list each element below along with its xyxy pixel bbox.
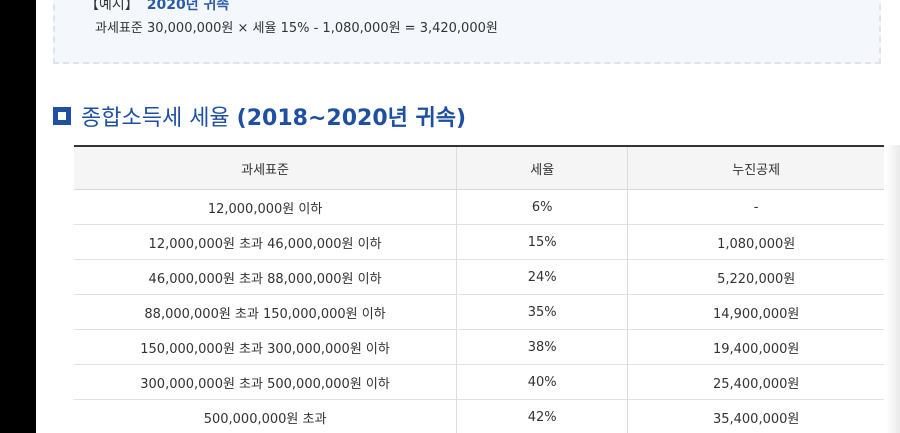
example-formula: 과세표준 30,000,000원 × 세율 15% - 1,080,000원 =… (95, 21, 498, 36)
cell-tax-base: 88,000,000원 초과 150,000,000원 이하 (74, 294, 458, 330)
example-box: 【예시】 2020년 귀속 과세표준 30,000,000원 × 세율 15% -… (53, 0, 881, 64)
section-title-bold: (2018~2020년 (236, 106, 408, 131)
cell-tax-rate: 15% (456, 224, 629, 260)
scroll-shadow (886, 145, 900, 433)
square-bullet-icon (53, 107, 71, 125)
section-title: 종합소득세 세율 (2018~2020년 귀속) (81, 100, 466, 132)
cell-tax-rate: 40% (456, 364, 629, 400)
cell-deduction: 1,080,000원 (627, 224, 884, 260)
cell-deduction: 14,900,000원 (627, 294, 884, 330)
header-deduction: 누진공제 (627, 146, 884, 190)
section-title-suffix: 귀속) (407, 106, 467, 131)
tax-rate-table: 과세표준 세율 누진공제 12,000,000원 이하 6% - 12,000,… (74, 145, 884, 433)
table-row: 88,000,000원 초과 150,000,000원 이하 35% 14,90… (74, 294, 884, 330)
cell-tax-rate: 38% (456, 329, 629, 365)
cell-tax-rate: 42% (456, 399, 629, 433)
cell-tax-base: 150,000,000원 초과 300,000,000원 이하 (74, 329, 458, 365)
header-tax-base: 과세표준 (74, 146, 458, 190)
table-row: 500,000,000원 초과 42% 35,400,000원 (74, 399, 884, 433)
cell-tax-base: 300,000,000원 초과 500,000,000원 이하 (74, 364, 458, 400)
cell-deduction: 5,220,000원 (627, 259, 884, 295)
section-heading: 종합소득세 세율 (2018~2020년 귀속) (53, 101, 466, 131)
example-year: 2020년 귀속 (146, 0, 230, 13)
header-tax-rate: 세율 (456, 146, 629, 190)
cell-tax-base: 46,000,000원 초과 88,000,000원 이하 (74, 259, 458, 295)
table-row: 12,000,000원 이하 6% - (74, 189, 884, 225)
page-content: 【예시】 2020년 귀속 과세표준 30,000,000원 × 세율 15% -… (36, 0, 900, 433)
cell-tax-rate: 24% (456, 259, 629, 295)
cell-deduction: 35,400,000원 (627, 399, 884, 433)
cell-tax-base: 500,000,000원 초과 (74, 399, 458, 433)
cell-deduction: 19,400,000원 (627, 329, 884, 365)
cell-tax-base: 12,000,000원 초과 46,000,000원 이하 (74, 224, 458, 260)
cell-deduction: - (627, 189, 884, 225)
table-row: 46,000,000원 초과 88,000,000원 이하 24% 5,220,… (74, 259, 884, 295)
example-title: 【예시】 2020년 귀속 (85, 0, 229, 14)
table-row: 300,000,000원 초과 500,000,000원 이하 40% 25,4… (74, 364, 884, 400)
table-header-row: 과세표준 세율 누진공제 (74, 146, 884, 190)
table-row: 12,000,000원 초과 46,000,000원 이하 15% 1,080,… (74, 224, 884, 260)
table-row: 150,000,000원 초과 300,000,000원 이하 38% 19,4… (74, 329, 884, 365)
cell-tax-rate: 35% (456, 294, 629, 330)
cell-deduction: 25,400,000원 (627, 364, 884, 400)
section-title-prefix: 종합소득세 세율 (81, 106, 237, 131)
cell-tax-base: 12,000,000원 이하 (74, 189, 458, 225)
cell-tax-rate: 6% (456, 189, 629, 225)
example-label: 【예시】 (85, 0, 139, 13)
